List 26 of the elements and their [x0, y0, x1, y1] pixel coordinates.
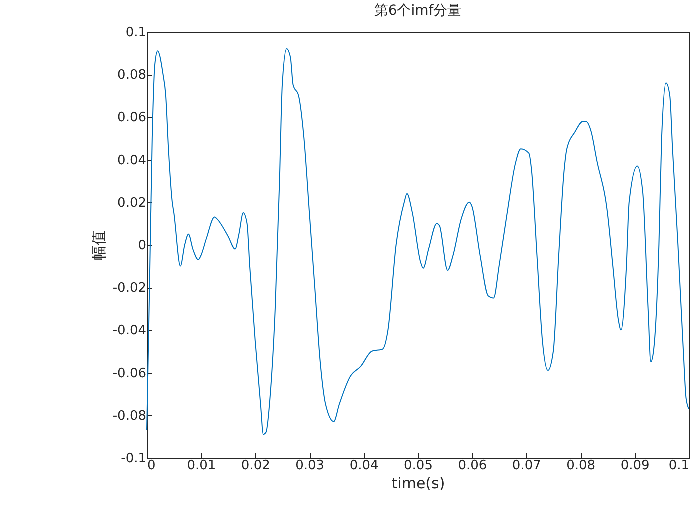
- y-tick-label: 0: [138, 238, 146, 254]
- x-axis-title: time(s): [392, 474, 446, 492]
- y-tick-label: 0.04: [118, 153, 146, 168]
- x-tick-label: 0.04: [350, 458, 379, 474]
- x-tick-label: 0.02: [241, 458, 270, 474]
- y-tick-label: -0.08: [112, 408, 146, 424]
- x-tick-label: 0: [148, 458, 156, 474]
- chart-title: 第6个imf分量: [374, 3, 462, 19]
- y-axis-title: 幅值: [90, 230, 108, 260]
- x-tick-label: 0.05: [404, 458, 433, 474]
- x-tick-label: 0.03: [296, 458, 325, 474]
- y-tick-label: -0.06: [112, 366, 146, 382]
- x-tick-label: 0.08: [566, 458, 596, 474]
- y-tick-label: -0.02: [112, 281, 146, 296]
- x-tick-label: 0.1: [668, 458, 690, 474]
- y-tick-label: -0.1: [121, 452, 146, 466]
- x-tick-label: 0.09: [620, 458, 650, 474]
- y-tick-label: 0.08: [118, 68, 146, 84]
- x-tick-label: 0.06: [458, 458, 488, 474]
- x-tick-label: 0.01: [187, 458, 216, 474]
- x-tick-label: 0.07: [512, 458, 542, 474]
- y-tick-label: 0.06: [118, 110, 146, 126]
- line-series: [146, 48, 690, 436]
- y-tick-label: 0.1: [126, 26, 146, 40]
- y-tick-label: -0.04: [112, 324, 146, 339]
- y-tick-label: 0.02: [118, 196, 146, 211]
